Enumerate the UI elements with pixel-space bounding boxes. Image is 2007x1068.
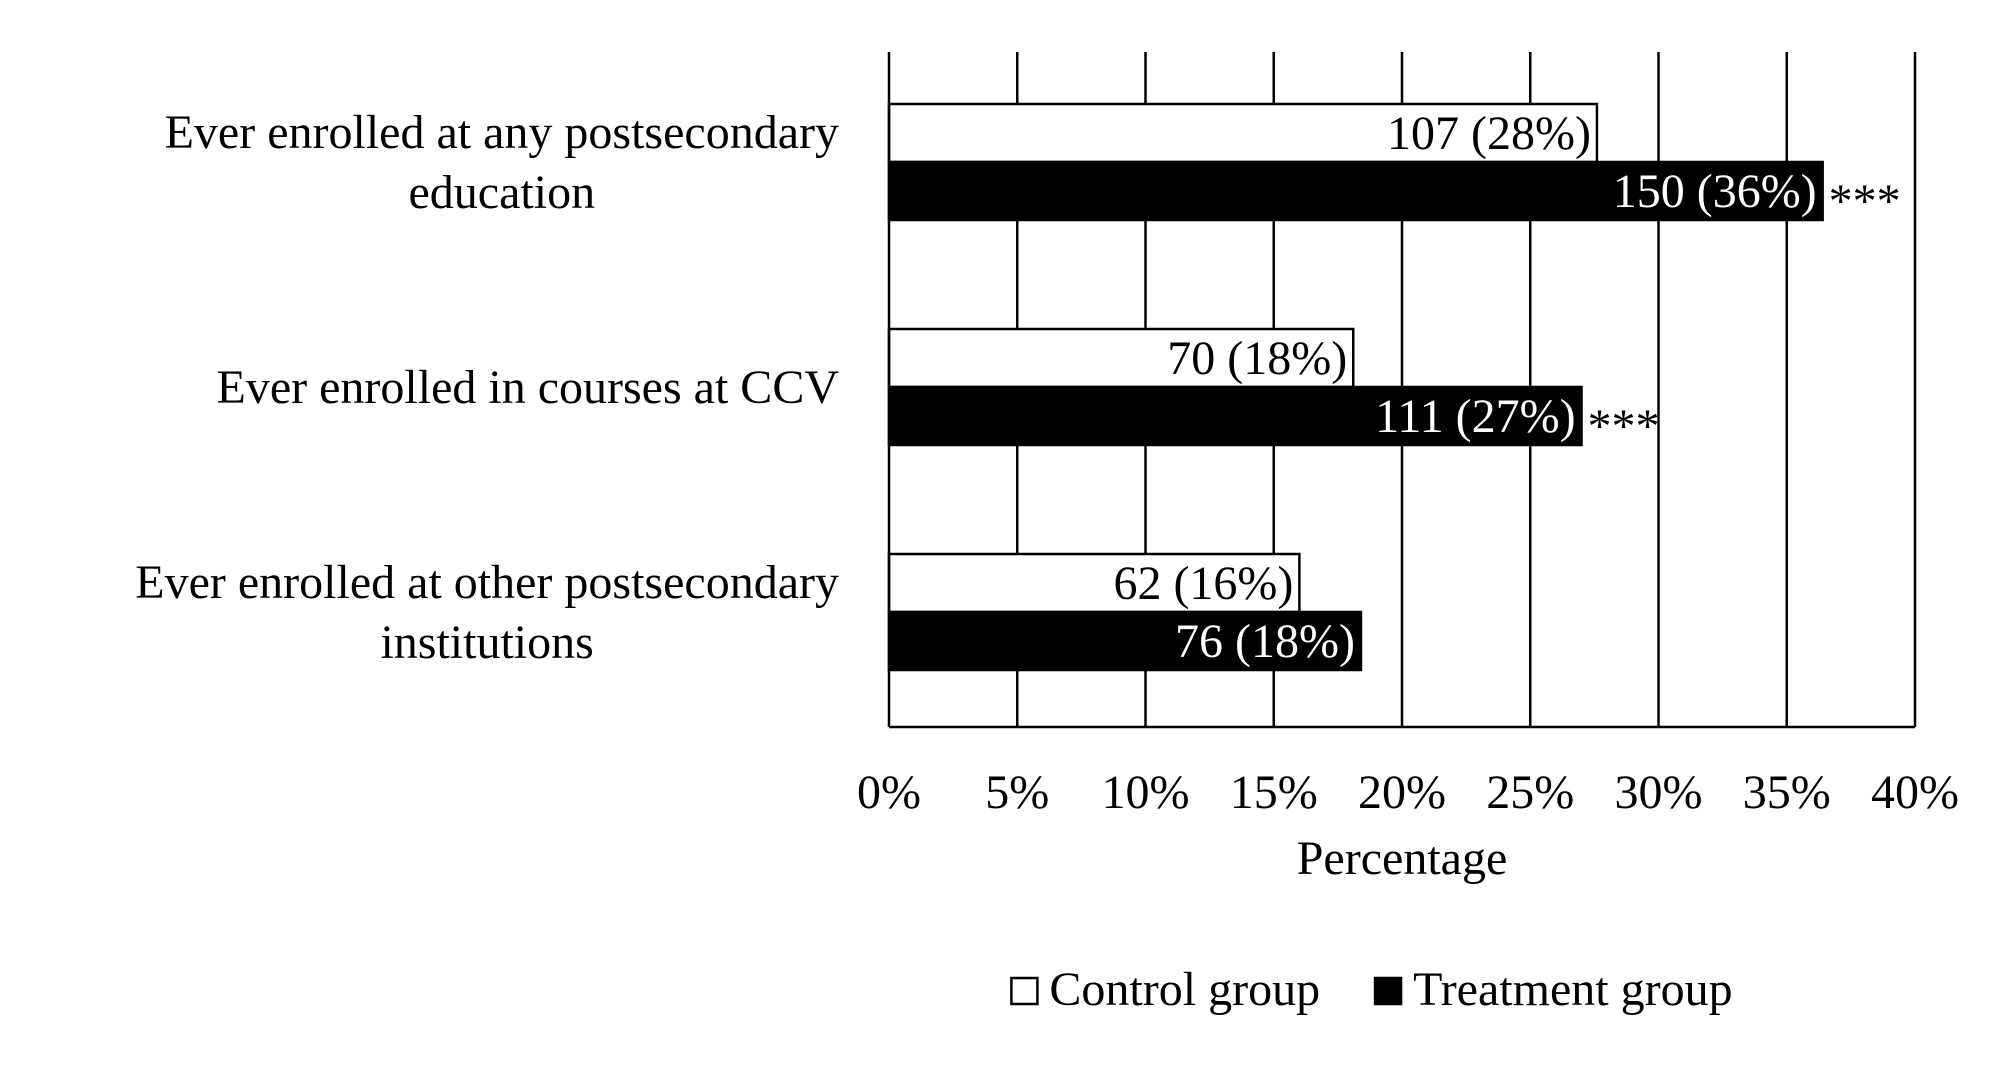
x-tick-label: 20%	[1358, 766, 1446, 819]
data-label: 107 (28%)	[1387, 107, 1591, 160]
x-tick-label: 0%	[857, 766, 921, 819]
x-tick-label: 25%	[1486, 766, 1574, 819]
data-label: 76 (18%)	[1175, 615, 1355, 668]
data-label: 150 (36%)	[1613, 165, 1817, 218]
x-tick-label: 10%	[1102, 766, 1190, 819]
category-label: Ever enrolled at other postsecondary	[135, 556, 839, 609]
legend-label: Treatment group	[1413, 963, 1733, 1016]
legend: Control group Treatment group	[1010, 963, 1733, 1016]
legend-item: Control group	[1010, 963, 1320, 1016]
data-label: 62 (16%)	[1113, 557, 1293, 610]
x-tick-label: 40%	[1871, 766, 1959, 819]
bar-treatment-group	[887, 610, 1363, 672]
bar-control-group	[887, 327, 1355, 389]
category-label: Ever enrolled at any postsecondary	[165, 106, 839, 159]
category-label: education	[408, 166, 595, 219]
x-tick-label: 30%	[1615, 766, 1703, 819]
x-tick-label: 15%	[1230, 766, 1318, 819]
significance-marker: ***	[1588, 400, 1660, 453]
data-label: 111 (27%)	[1375, 390, 1575, 443]
category-label: institutions	[380, 616, 593, 669]
category-label: Ever enrolled in courses at CCV	[217, 361, 840, 414]
labels: 107 (28%)150 (36%) ***Ever enrolled at an…	[135, 106, 1900, 669]
x-tick-label: 5%	[985, 766, 1049, 819]
legend-label: Control group	[1049, 963, 1320, 1016]
bar-control-group	[887, 552, 1301, 614]
data-label: 70 (18%)	[1167, 332, 1347, 385]
legend-item: Treatment group	[1373, 963, 1733, 1016]
x-tick-label: 35%	[1743, 766, 1831, 819]
legend-swatch	[1373, 976, 1403, 1006]
bars	[887, 102, 1824, 672]
bar-treatment-group	[887, 160, 1824, 222]
x-axis-title: Percentage	[1297, 832, 1508, 885]
legend-swatch	[1010, 976, 1039, 1006]
significance-marker: ***	[1829, 175, 1901, 228]
axes: 0% 5% 10% 15% 20% 25% 30% 35% 40% Percentage	[857, 52, 1959, 885]
bar-treatment-group	[887, 385, 1583, 447]
